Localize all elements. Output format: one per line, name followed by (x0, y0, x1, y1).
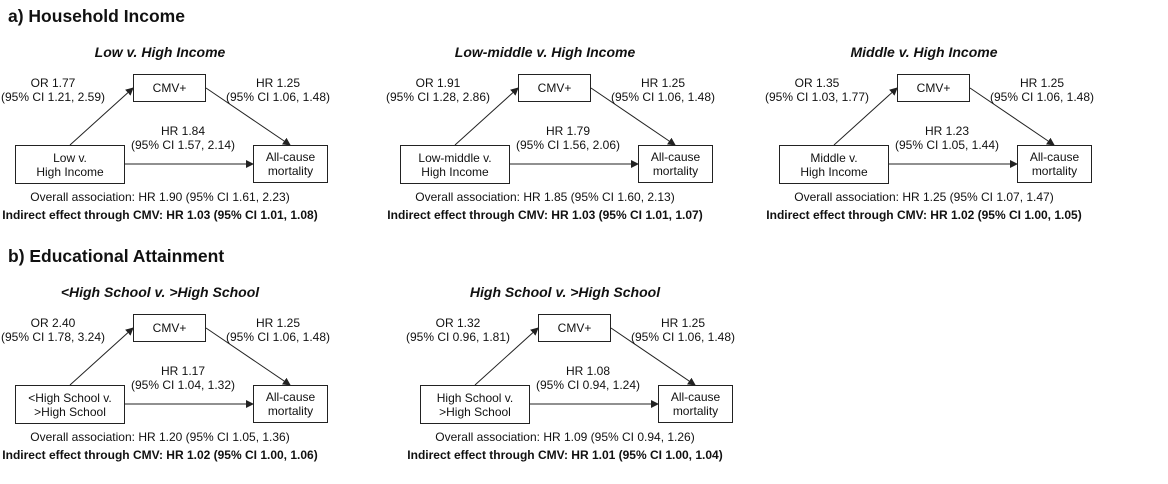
outcome-label: All-cause (670, 390, 721, 404)
direct-hazard-ratio-label: HR 1.79 (95% CI 1.56, 2.06) (515, 124, 621, 152)
outcome-label: All-cause (650, 150, 701, 164)
path-arrows (833, 87, 1055, 168)
overall-association: Overall association: HR 1.09 (95% CI 0.9… (435, 430, 695, 444)
mediation-panel-middle-income: Middle v. High Income CMV+ All-cause mort… (764, 44, 1144, 244)
exposure-label: >High School (439, 404, 511, 419)
section-title-educational-attainment: b) Educational Attainment (8, 246, 225, 266)
outcome-label: mortality (267, 404, 314, 418)
outcome-label: mortality (672, 404, 719, 418)
exposure-label: Low v. (53, 150, 87, 165)
odds-ratio-label: OR 1.32 (95% CI 0.96, 1.81) (405, 316, 511, 344)
mediation-panel-low-income: Low v. High Income CMV+ All-cause mortali… (0, 44, 380, 244)
direct-hazard-ratio-label: HR 1.17 (95% CI 1.04, 1.32) (130, 364, 236, 392)
mediation-panel-high-school: High School v. >High School CMV+ All-cau… (405, 284, 785, 484)
mediator-label: CMV+ (152, 81, 187, 95)
outcome-label: All-cause (265, 150, 316, 164)
exposure-box: Low v. High Income (15, 145, 125, 184)
exposure-label: High Income (36, 164, 104, 179)
exposure-label: High Income (800, 164, 868, 179)
indirect-effect: Indirect effect through CMV: HR 1.03 (95… (2, 208, 318, 222)
outcome-label: mortality (1031, 164, 1078, 178)
direct-hazard-ratio-label: HR 1.23 (95% CI 1.05, 1.44) (894, 124, 1000, 152)
panel-title: High School v. >High School (469, 284, 661, 300)
exposure-label: >High School (34, 404, 106, 419)
mediator-label: CMV+ (152, 321, 187, 335)
overall-association: Overall association: HR 1.90 (95% CI 1.6… (30, 190, 290, 204)
section-title-household-income: a) Household Income (8, 6, 185, 26)
outcome-box: All-cause mortality (658, 385, 733, 423)
outcome-label: mortality (652, 164, 699, 178)
odds-ratio-label: OR 1.77 (95% CI 1.21, 2.59) (0, 76, 106, 104)
outcome-label: All-cause (1029, 150, 1080, 164)
indirect-effect: Indirect effect through CMV: HR 1.02 (95… (766, 208, 1082, 222)
mediator-hazard-ratio-label: HR 1.25 (95% CI 1.06, 1.48) (630, 316, 736, 344)
panel-title: Middle v. High Income (850, 44, 998, 60)
mediator-box: CMV+ (538, 314, 611, 342)
mediator-box: CMV+ (897, 74, 970, 102)
mediation-panel-low-middle-income: Low-middle v. High Income CMV+ All-cause… (385, 44, 765, 244)
panel-title: <High School v. >High School (60, 284, 260, 300)
path-arrows (69, 327, 291, 408)
mediator-label: CMV+ (537, 81, 572, 95)
mediation-panel-less-than-high-school: <High School v. >High School CMV+ All-ca… (0, 284, 380, 484)
path-arrows (454, 87, 676, 168)
exposure-label: Middle v. (810, 150, 858, 165)
outcome-box: All-cause mortality (253, 385, 328, 423)
exposure-box: High School v. >High School (420, 385, 530, 424)
direct-hazard-ratio-label: HR 1.08 (95% CI 0.94, 1.24) (535, 364, 641, 392)
overall-association: Overall association: HR 1.85 (95% CI 1.6… (415, 190, 675, 204)
panel-title: Low-middle v. High Income (454, 44, 636, 60)
exposure-box: Low-middle v. High Income (400, 145, 510, 184)
mediator-hazard-ratio-label: HR 1.25 (95% CI 1.06, 1.48) (225, 76, 331, 104)
exposure-box: <High School v. >High School (15, 385, 125, 424)
outcome-box: All-cause mortality (253, 145, 328, 183)
odds-ratio-label: OR 1.35 (95% CI 1.03, 1.77) (764, 76, 870, 104)
overall-association: Overall association: HR 1.25 (95% CI 1.0… (794, 190, 1054, 204)
exposure-box: Middle v. High Income (779, 145, 889, 184)
indirect-effect: Indirect effect through CMV: HR 1.03 (95… (387, 208, 703, 222)
mediator-label: CMV+ (916, 81, 951, 95)
direct-hazard-ratio-label: HR 1.84 (95% CI 1.57, 2.14) (130, 124, 236, 152)
mediator-hazard-ratio-label: HR 1.25 (95% CI 1.06, 1.48) (225, 316, 331, 344)
mediator-box: CMV+ (133, 314, 206, 342)
outcome-box: All-cause mortality (1017, 145, 1092, 183)
path-arrows (69, 87, 291, 168)
mediator-hazard-ratio-label: HR 1.25 (95% CI 1.06, 1.48) (989, 76, 1095, 104)
mediator-label: CMV+ (557, 321, 592, 335)
mediator-box: CMV+ (518, 74, 591, 102)
exposure-label: <High School v. (28, 390, 112, 405)
panel-title: Low v. High Income (94, 44, 226, 60)
overall-association: Overall association: HR 1.20 (95% CI 1.0… (30, 430, 290, 444)
outcome-box: All-cause mortality (638, 145, 713, 183)
path-arrows (474, 327, 696, 408)
indirect-effect: Indirect effect through CMV: HR 1.01 (95… (407, 448, 723, 462)
outcome-label: All-cause (265, 390, 316, 404)
odds-ratio-label: OR 2.40 (95% CI 1.78, 3.24) (0, 316, 106, 344)
mediator-box: CMV+ (133, 74, 206, 102)
exposure-label: Low-middle v. (418, 150, 492, 165)
exposure-label: High School v. (436, 390, 514, 405)
outcome-label: mortality (267, 164, 314, 178)
odds-ratio-label: OR 1.91 (95% CI 1.28, 2.86) (385, 76, 491, 104)
exposure-label: High Income (421, 164, 489, 179)
mediator-hazard-ratio-label: HR 1.25 (95% CI 1.06, 1.48) (610, 76, 716, 104)
indirect-effect: Indirect effect through CMV: HR 1.02 (95… (2, 448, 318, 462)
